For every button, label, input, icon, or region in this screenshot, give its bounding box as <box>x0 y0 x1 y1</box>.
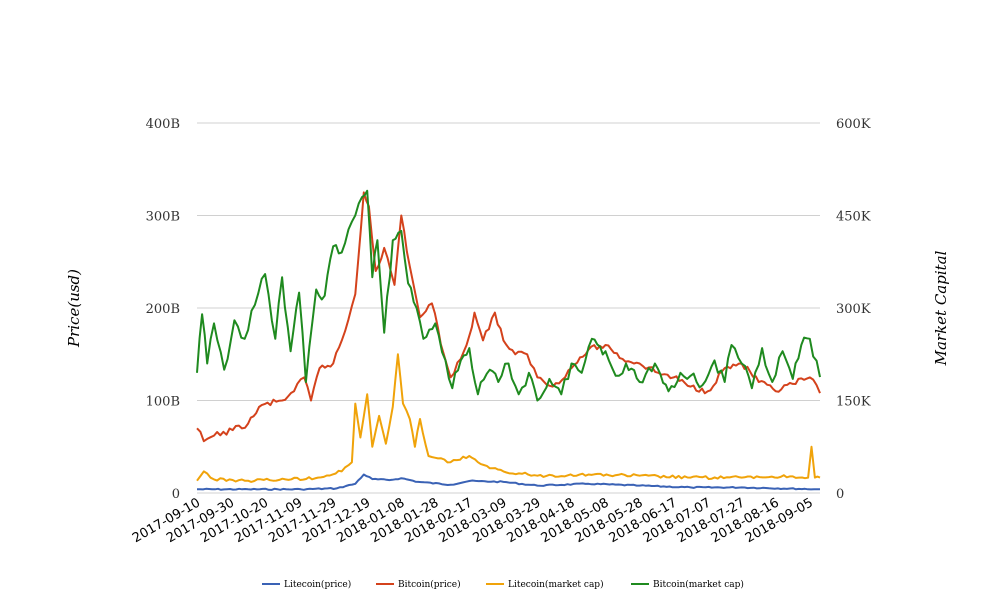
y-left-tick-label: 400B <box>146 117 180 132</box>
y-left-tick-label: 200B <box>146 302 180 317</box>
legend-label: Bitcoin(market cap) <box>653 579 744 590</box>
y-axis-right-title: Market Capital <box>932 250 950 366</box>
y-left-tick-label: 0 <box>172 487 180 502</box>
y-axis-left-title: Price(usd) <box>65 269 83 348</box>
x-axis-ticks: 2017-09-102017-09-302017-10-202017-11-09… <box>130 495 816 546</box>
y-right-tick-label: 150K <box>836 395 871 410</box>
legend-label: Bitcoin(price) <box>398 579 461 590</box>
legend-label: Litecoin(price) <box>284 579 351 590</box>
legend-label: Litecoin(market cap) <box>508 579 604 590</box>
right-y-axis-ticks: 0 150K 300K 450K 600K <box>836 117 871 502</box>
y-left-tick-label: 300B <box>146 210 180 225</box>
y-right-tick-label: 0 <box>836 487 844 502</box>
gridlines <box>197 122 820 494</box>
y-right-tick-label: 300K <box>836 302 871 317</box>
left-y-axis-ticks: 0 100B 200B 300B 400B <box>146 117 180 502</box>
series-line-litecoin-price <box>197 473 821 491</box>
series-line-bitcoin-price <box>196 191 821 443</box>
legend: Litecoin(price) Bitcoin(price) Litecoin(ma… <box>262 579 744 590</box>
series-line-bitcoin-market-cap <box>196 189 821 402</box>
y-left-tick-label: 100B <box>146 395 180 410</box>
series-line-litecoin-market-cap <box>196 353 821 483</box>
series-lines <box>196 189 821 491</box>
y-right-tick-label: 450K <box>836 210 871 225</box>
y-right-tick-label: 600K <box>836 117 871 132</box>
